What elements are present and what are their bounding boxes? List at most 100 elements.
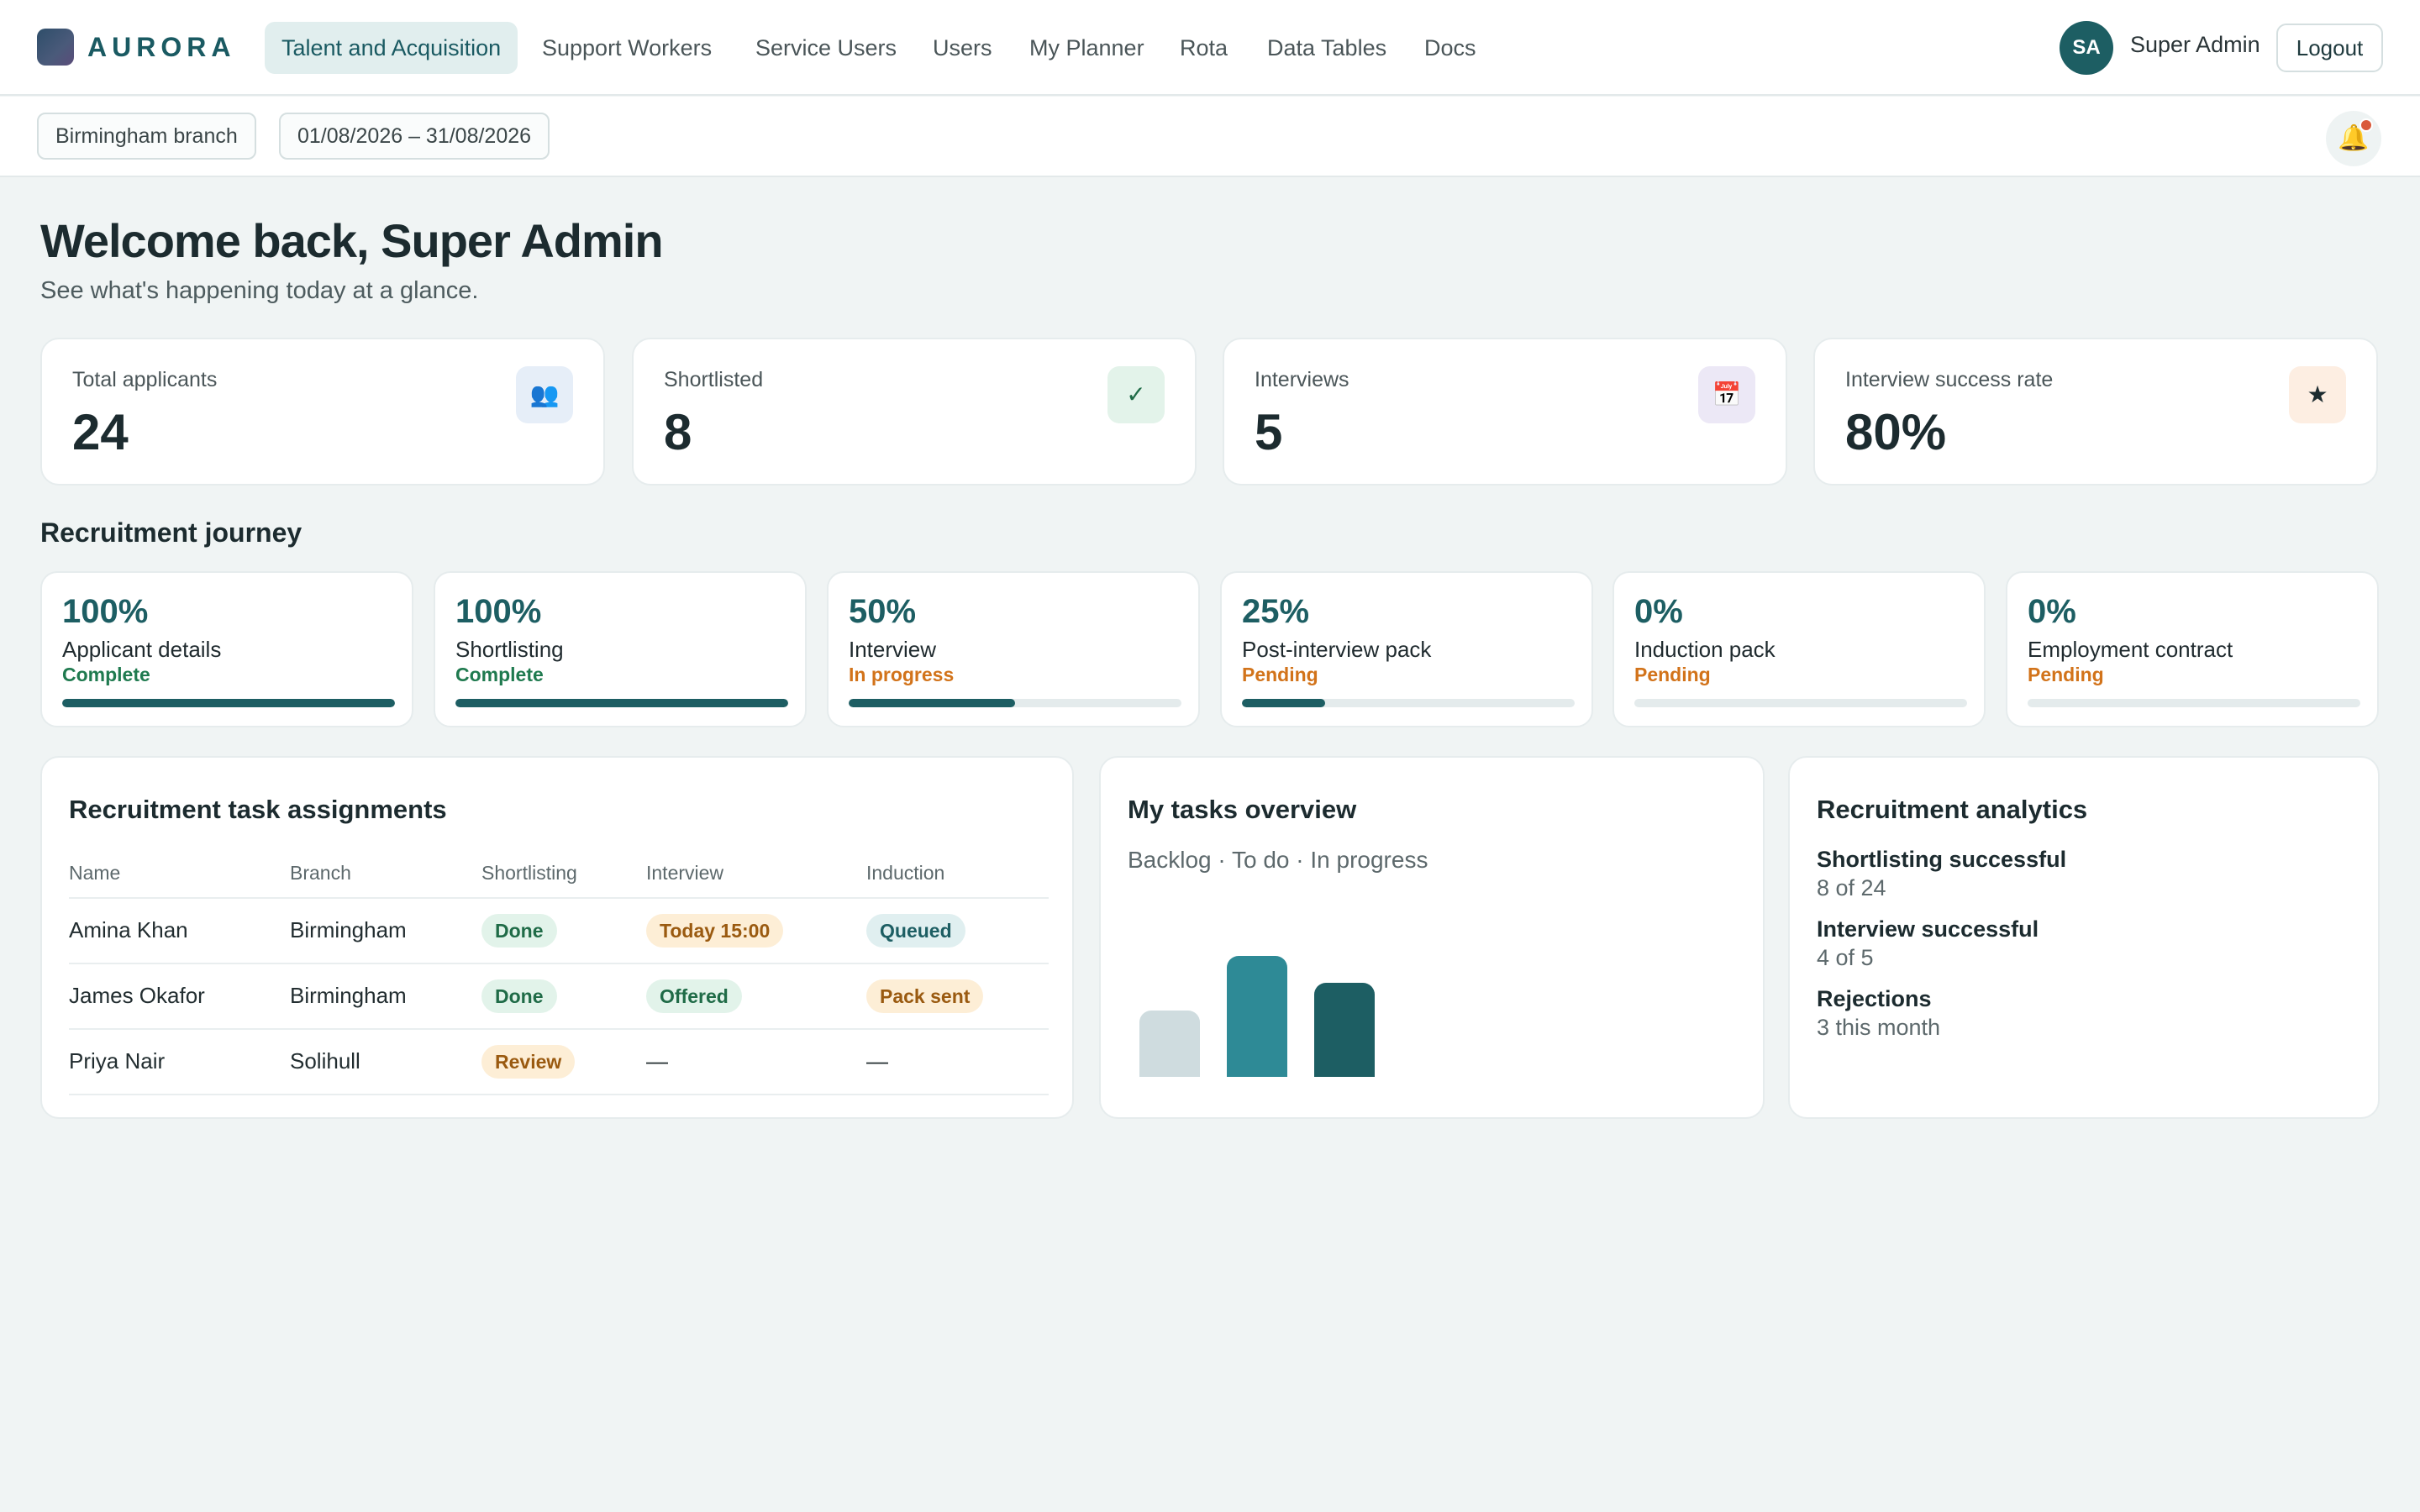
panel-title: Recruitment task assignments	[69, 795, 447, 824]
panel-subtitle: Backlog · To do · In progress	[1128, 847, 1428, 873]
journey-step-percent: 50%	[849, 593, 917, 630]
analytics-value: 3 this month	[1817, 1015, 1941, 1040]
journey-step-name: Post-interview pack	[1242, 637, 1432, 662]
journey-step-status: Pending	[2028, 664, 2104, 685]
nav-item-support-workers[interactable]: Support Workers	[542, 35, 713, 60]
nav-item-rota[interactable]: Rota	[1180, 35, 1228, 60]
journey-progress-bar	[2028, 699, 2360, 707]
filter-bar: Birmingham branch 01/08/2026 – 31/08/202…	[0, 97, 2420, 177]
my-tasks-overview-panel: My tasks overview Backlog · To do · In p…	[1099, 756, 1765, 1119]
nav-item-data-tables[interactable]: Data Tables	[1267, 35, 1387, 60]
journey-step-name: Interview	[849, 637, 937, 662]
stat-value: 8	[664, 404, 692, 460]
column-header-name: Name	[69, 862, 121, 884]
star-icon: ★	[2289, 366, 2346, 423]
page-title: Welcome back, Super Admin	[40, 214, 664, 267]
bar-backlog[interactable]	[1139, 1011, 1200, 1077]
journey-progress-fill	[62, 699, 395, 707]
status-badge-interview: —	[646, 1048, 668, 1074]
logout-button[interactable]: Logout	[2276, 24, 2383, 72]
journey-step-name: Induction pack	[1634, 637, 1776, 662]
stat-value: 5	[1255, 404, 1283, 460]
journey-step-card[interactable]: 100% Shortlisting Complete	[434, 571, 807, 727]
journey-step-card[interactable]: 25% Post-interview pack Pending	[1220, 571, 1593, 727]
journey-step-name: Applicant details	[62, 637, 222, 662]
journey-step-status: Pending	[1634, 664, 1711, 685]
bar-in-progress[interactable]	[1314, 983, 1375, 1077]
nav-item-my-planner[interactable]: My Planner	[1029, 35, 1144, 60]
table-divider	[69, 963, 1049, 964]
analytics-value: 4 of 5	[1817, 945, 1874, 970]
stat-card-interview-success-rate: Interview success rate 80% ★	[1813, 338, 2378, 486]
journey-step-status: In progress	[849, 664, 955, 685]
journey-progress-bar	[849, 699, 1181, 707]
journey-step-percent: 0%	[2028, 593, 2076, 630]
journey-step-percent: 100%	[62, 593, 149, 630]
avatar[interactable]: SA	[2060, 21, 2113, 75]
journey-step-card[interactable]: 100% Applicant details Complete	[40, 571, 413, 727]
journey-step-percent: 100%	[455, 593, 542, 630]
journey-step-name: Shortlisting	[455, 637, 564, 662]
date-range-chip[interactable]: 01/08/2026 – 31/08/2026	[279, 113, 550, 160]
nav-item-users[interactable]: Users	[933, 35, 992, 60]
journey-step-percent: 25%	[1242, 593, 1310, 630]
bar-to-do[interactable]	[1227, 956, 1287, 1077]
journey-progress-bar	[62, 699, 395, 707]
status-badge-induction: Pack sent	[866, 979, 984, 1013]
status-badge-shortlisting: Review	[481, 1045, 576, 1079]
stat-card-interviews: Interviews 5 📅	[1223, 338, 1787, 486]
analytics-label: Rejections	[1817, 986, 1932, 1011]
nav-item-docs[interactable]: Docs	[1424, 35, 1476, 60]
status-badge-shortlisting: Done	[481, 979, 557, 1013]
status-badge-shortlisting: Done	[481, 914, 557, 948]
journey-step-card[interactable]: 0% Induction pack Pending	[1612, 571, 1986, 727]
stat-value: 24	[72, 404, 129, 460]
nav-item-talent-and-acquisition[interactable]: Talent and Acquisition	[265, 22, 518, 74]
stat-card-shortlisted: Shortlisted 8 ✓	[632, 338, 1197, 486]
column-header-branch: Branch	[290, 862, 351, 884]
branch-filter-chip[interactable]: Birmingham branch	[37, 113, 256, 160]
journey-progress-fill	[849, 699, 1015, 707]
bell-icon[interactable]: 🔔	[2326, 111, 2381, 166]
column-header-shortlisting: Shortlisting	[481, 862, 577, 884]
journey-step-status: Complete	[455, 664, 544, 685]
notification-dot	[2360, 118, 2373, 132]
section-title-recruitment-journey: Recruitment journey	[40, 517, 302, 548]
cell-branch: Solihull	[290, 1048, 360, 1074]
calendar-icon: 📅	[1698, 366, 1755, 423]
journey-step-status: Pending	[1242, 664, 1318, 685]
status-badge-interview: Offered	[646, 979, 742, 1013]
recruitment-analytics-panel: Recruitment analytics Shortlisting succe…	[1788, 756, 2380, 1119]
cell-name: Amina Khan	[69, 917, 188, 942]
cell-branch: Birmingham	[290, 983, 407, 1008]
cell-branch: Birmingham	[290, 917, 407, 942]
journey-step-status: Complete	[62, 664, 150, 685]
journey-progress-fill	[1242, 699, 1325, 707]
top-navigation-bar: AURORA Talent and Acquisition Support Wo…	[0, 0, 2420, 96]
journey-progress-bar	[1634, 699, 1967, 707]
nav-item-service-users[interactable]: Service Users	[755, 35, 897, 60]
page-subtitle: See what's happening today at a glance.	[40, 277, 479, 304]
journey-step-percent: 0%	[1634, 593, 1683, 630]
journey-step-card[interactable]: 0% Employment contract Pending	[2006, 571, 2379, 727]
panel-title: Recruitment analytics	[1817, 795, 2088, 824]
brand-name: AURORA	[87, 32, 236, 62]
users-icon: 👥	[516, 366, 573, 423]
column-header-interview: Interview	[646, 862, 724, 884]
table-divider	[69, 1028, 1049, 1030]
status-badge-induction: Queued	[866, 914, 965, 948]
cell-name: Priya Nair	[69, 1048, 166, 1074]
journey-progress-bar	[455, 699, 788, 707]
column-header-induction: Induction	[866, 862, 945, 884]
table-divider	[69, 897, 1049, 899]
logo-mark	[37, 29, 74, 66]
recruitment-task-assignments-panel: Recruitment task assignments Name Branch…	[40, 756, 1074, 1119]
journey-step-card[interactable]: 50% Interview In progress	[827, 571, 1200, 727]
stat-label: Total applicants	[72, 368, 218, 391]
journey-step-name: Employment contract	[2028, 637, 2233, 662]
journey-progress-bar	[1242, 699, 1575, 707]
status-badge-interview: Today 15:00	[646, 914, 784, 948]
panel-title: My tasks overview	[1128, 795, 1357, 824]
stat-value: 80%	[1845, 404, 1947, 460]
check-icon: ✓	[1107, 366, 1165, 423]
